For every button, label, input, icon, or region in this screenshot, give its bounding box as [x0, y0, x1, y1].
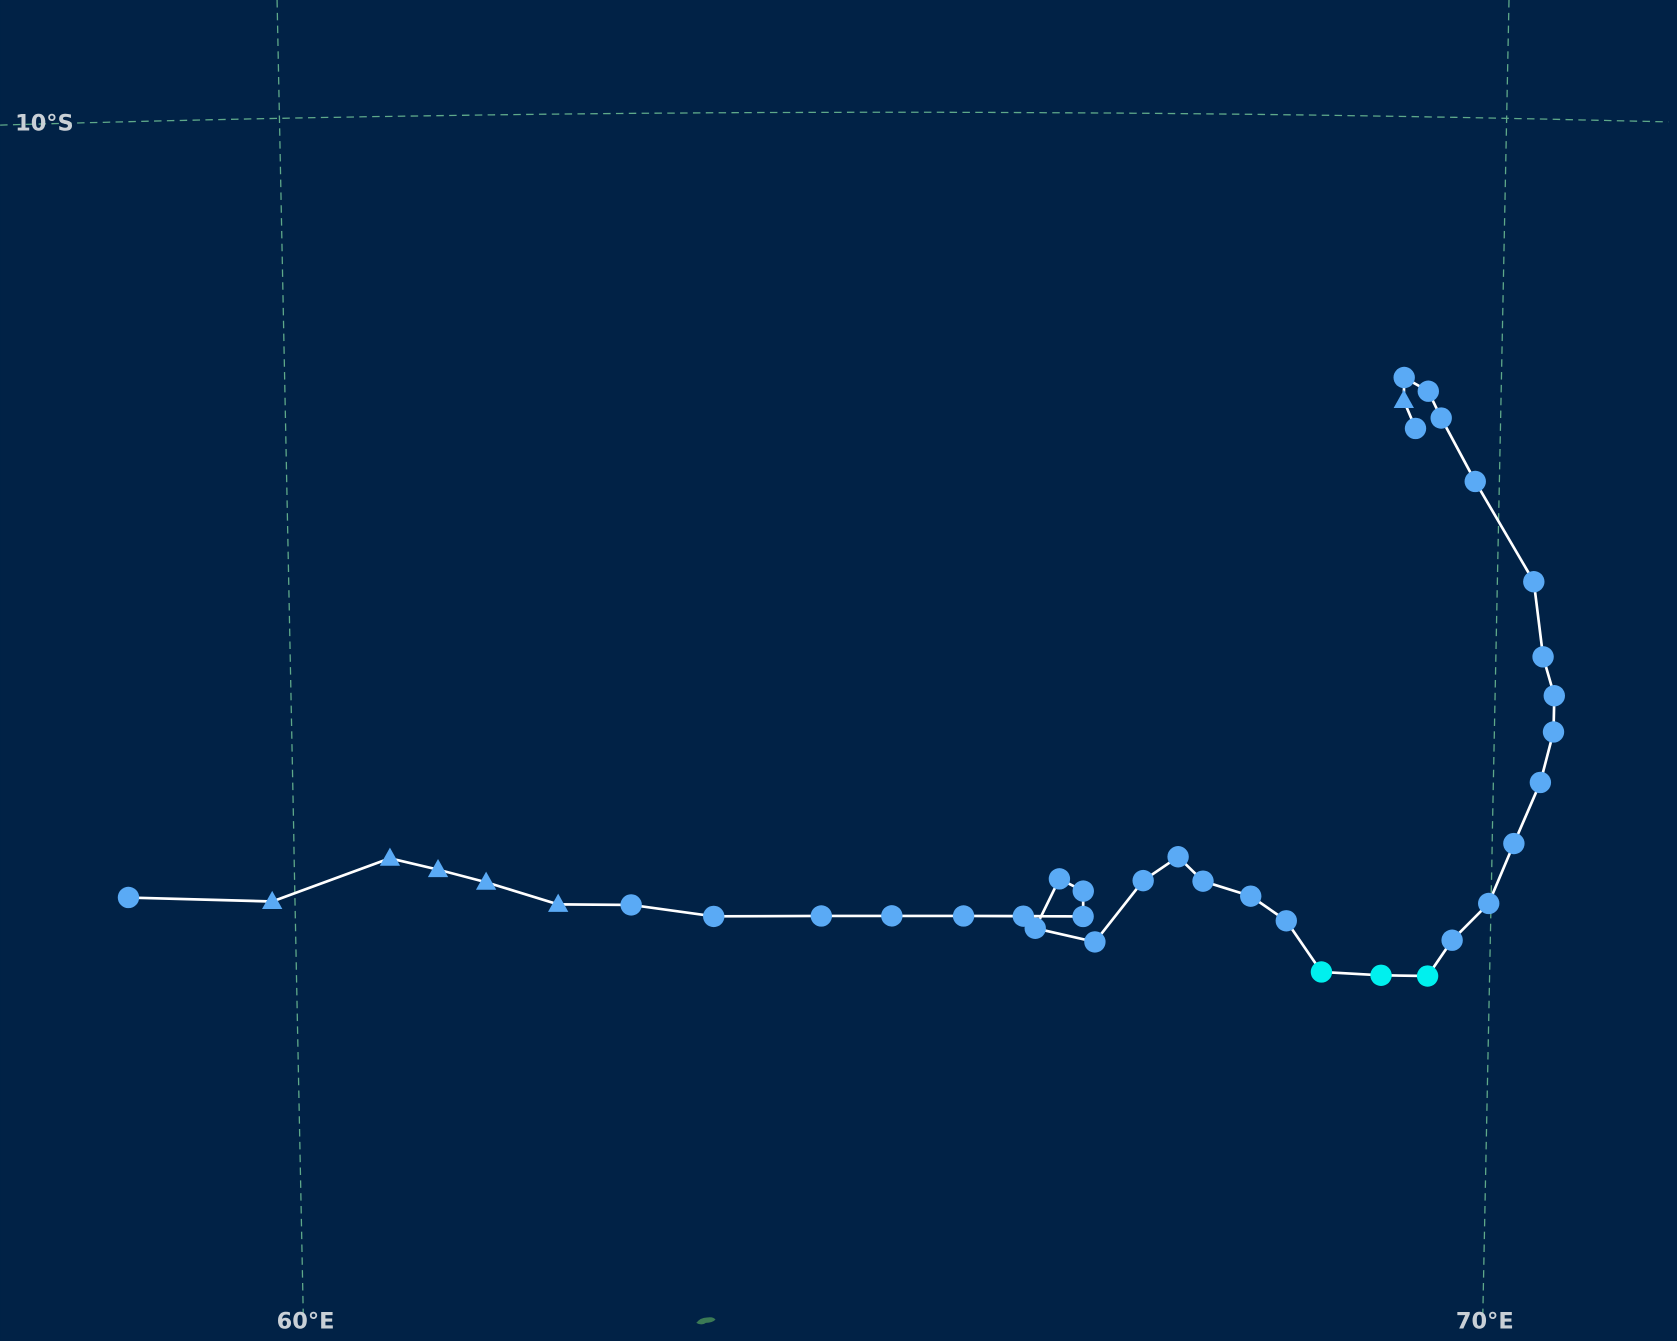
track-point: [1072, 905, 1094, 928]
track-point: [1441, 929, 1463, 951]
track-point: [1275, 910, 1297, 932]
track-point: [1543, 685, 1565, 707]
track-point: [703, 905, 725, 928]
track-point: [1529, 771, 1552, 794]
track-point: [1464, 470, 1486, 493]
meridian-label: 70°E: [1456, 1308, 1514, 1334]
track-point-triangle: [427, 858, 449, 878]
track-point: [1310, 961, 1333, 983]
track-point: [1430, 407, 1452, 429]
track-point: [117, 886, 140, 909]
track-point: [1192, 870, 1214, 892]
track-point: [952, 905, 975, 927]
track-point: [810, 905, 833, 927]
track-point: [1024, 917, 1046, 939]
track-point-triangle: [262, 890, 283, 910]
meridian: [276, 0, 305, 1327]
parallel: [0, 111, 1669, 126]
track-point: [1478, 892, 1500, 915]
meridian-label: 60°E: [277, 1308, 335, 1334]
track-point: [1503, 832, 1525, 855]
track-point: [1532, 646, 1554, 668]
track-point: [1404, 417, 1427, 440]
track-point: [1240, 885, 1262, 907]
track-point: [1416, 965, 1439, 987]
parallel-label: 10°S: [15, 110, 74, 136]
track-point: [1167, 846, 1189, 868]
meridian: [1481, 0, 1510, 1327]
island: [696, 1317, 716, 1325]
track-point-triangle: [475, 871, 497, 890]
track-point: [1523, 571, 1545, 593]
track-point: [1048, 868, 1071, 890]
track-point: [1132, 869, 1154, 892]
track-point: [1542, 721, 1565, 743]
track-point-triangle: [548, 893, 569, 912]
track-point: [1370, 964, 1392, 986]
track-point: [881, 905, 903, 927]
track-point: [1084, 931, 1106, 953]
track-point-triangle: [379, 847, 401, 866]
track-point: [620, 894, 642, 916]
track-point: [1417, 380, 1439, 402]
track-point: [1393, 366, 1415, 389]
track-point: [1072, 880, 1094, 902]
track-point-triangle: [1393, 389, 1414, 408]
